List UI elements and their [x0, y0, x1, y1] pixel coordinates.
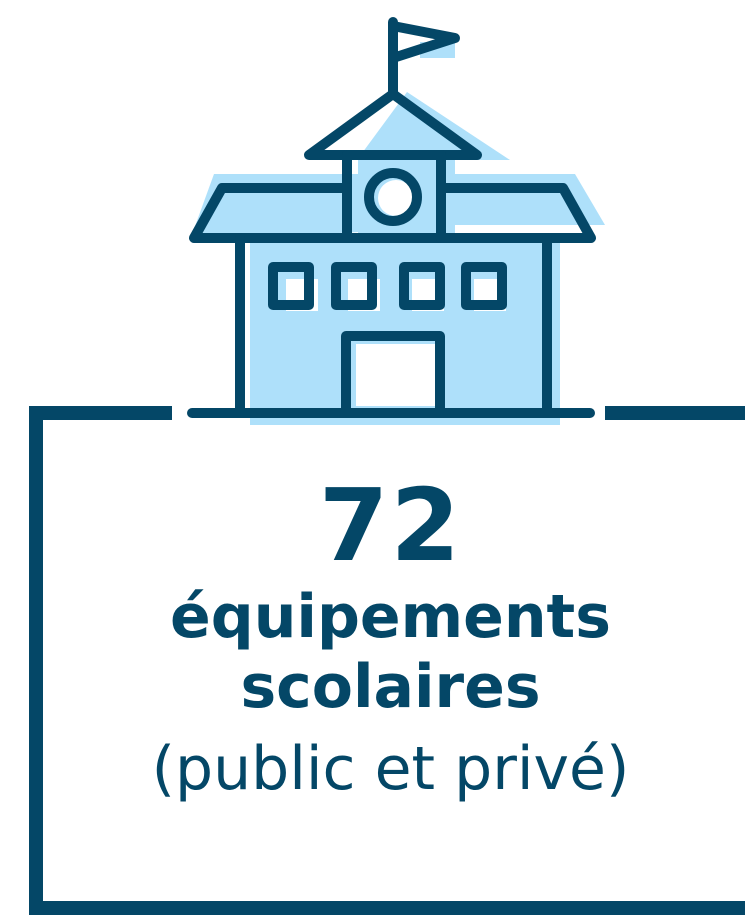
- statistic-note: (public et privé): [151, 734, 630, 804]
- statistic-block: 72 équipements scolaires (public et priv…: [36, 470, 745, 810]
- school-building-icon: [187, 17, 605, 425]
- statistic-number: 72: [318, 467, 463, 584]
- statistic-label-line-1: équipements: [170, 582, 611, 652]
- info-frame: [29, 406, 745, 915]
- statistic-label-line-2: scolaires: [240, 652, 541, 722]
